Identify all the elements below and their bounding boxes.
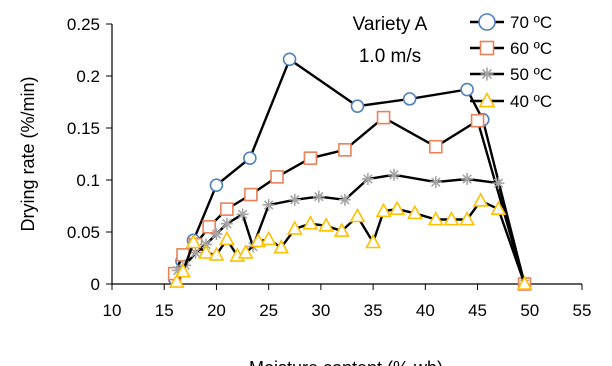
data-point [459, 210, 476, 226]
legend [470, 13, 504, 108]
x-tick-label: 55 [573, 301, 592, 320]
x-tick-label: 20 [207, 301, 226, 320]
x-tick-label: 25 [259, 301, 278, 320]
data-point [185, 233, 202, 249]
legend-marker [478, 13, 496, 31]
y-axis-label: Drying rate (%/min) [18, 76, 38, 231]
x-tick-label: 50 [520, 301, 539, 320]
legend-entry [470, 40, 504, 56]
y-tick-label: 0.15 [67, 119, 100, 138]
x-tick-label: 40 [416, 301, 435, 320]
data-point [361, 172, 374, 185]
data-point [243, 151, 257, 165]
data-point [262, 198, 275, 211]
data-point [189, 246, 202, 259]
series-layer [167, 52, 533, 291]
data-point [244, 187, 258, 202]
data-point [250, 232, 267, 248]
data-point [302, 215, 319, 230]
legend-marker [478, 91, 496, 108]
data-point [428, 139, 443, 154]
data-point [286, 220, 303, 235]
data-point [516, 275, 533, 290]
data-point [443, 210, 460, 226]
x-axis-label: Moisture content (% wb) [249, 358, 443, 366]
data-point [429, 176, 442, 189]
data-point [282, 52, 297, 67]
data-point [175, 262, 191, 278]
data-point [338, 193, 351, 206]
annotation-variety: Variety A [353, 14, 428, 35]
data-point [237, 244, 254, 259]
series-0 [167, 52, 532, 291]
annotation-air-velocity: 1.0 m/s [359, 46, 421, 67]
data-point [260, 230, 277, 246]
data-point [273, 239, 290, 254]
text-layer: Variety A 1.0 m/s Drying rate (%/min) Mo… [18, 13, 552, 366]
y-tick-label: 0 [91, 275, 100, 294]
x-tick-label: 10 [103, 301, 122, 320]
data-point [220, 202, 234, 216]
data-point [338, 143, 352, 157]
legend-entry [470, 67, 504, 81]
series-3 [168, 192, 533, 290]
data-point [472, 192, 489, 207]
legend-label-50: 50 ºC [510, 65, 552, 84]
data-point [402, 92, 417, 106]
data-point [236, 208, 249, 221]
data-point [349, 207, 366, 223]
y-tick-label: 0.25 [67, 15, 100, 34]
data-point [460, 82, 474, 97]
data-point [333, 222, 350, 237]
data-point [202, 220, 216, 234]
data-point [303, 151, 318, 165]
data-point [209, 178, 224, 192]
data-point [210, 228, 223, 241]
legend-label-40: 40 ºC [510, 92, 552, 111]
data-point [375, 202, 392, 218]
data-point [270, 170, 284, 184]
data-point [461, 172, 474, 185]
data-point [376, 110, 391, 125]
data-point [406, 204, 423, 220]
x-tick-label: 15 [155, 301, 174, 320]
data-point [365, 233, 382, 249]
data-point [208, 246, 225, 261]
y-tick-label: 0.05 [67, 223, 100, 242]
data-point [218, 230, 235, 246]
data-point [168, 273, 185, 288]
data-point [388, 168, 400, 181]
data-point [389, 200, 406, 216]
data-point [470, 113, 485, 128]
legend-marker [480, 67, 494, 81]
series-2 [171, 168, 531, 290]
axes: 0 0.05 0.1 0.15 0.2 0.25 10 15 20 25 30 35 40 45 50 55 [67, 15, 592, 320]
data-point [492, 177, 505, 190]
data-point [220, 217, 233, 230]
x-tick-label: 45 [468, 301, 487, 320]
data-point [171, 264, 184, 277]
y-tick-label: 0.2 [76, 67, 100, 86]
legend-label-60: 60 ºC [510, 39, 552, 58]
x-tick-label: 30 [311, 301, 330, 320]
legend-marker [479, 40, 495, 56]
legend-entry [470, 13, 504, 31]
legend-entry [470, 91, 504, 108]
data-point [198, 244, 214, 259]
data-point [288, 193, 301, 206]
data-point [312, 190, 325, 203]
data-point [350, 99, 365, 113]
data-point [490, 200, 507, 216]
data-point [427, 210, 444, 226]
series-line [173, 116, 526, 285]
y-tick-label: 0.1 [76, 171, 100, 190]
series-line [177, 173, 526, 285]
legend-label-70: 70 ºC [510, 13, 552, 32]
x-tick-label: 35 [364, 301, 383, 320]
data-point [318, 217, 335, 232]
